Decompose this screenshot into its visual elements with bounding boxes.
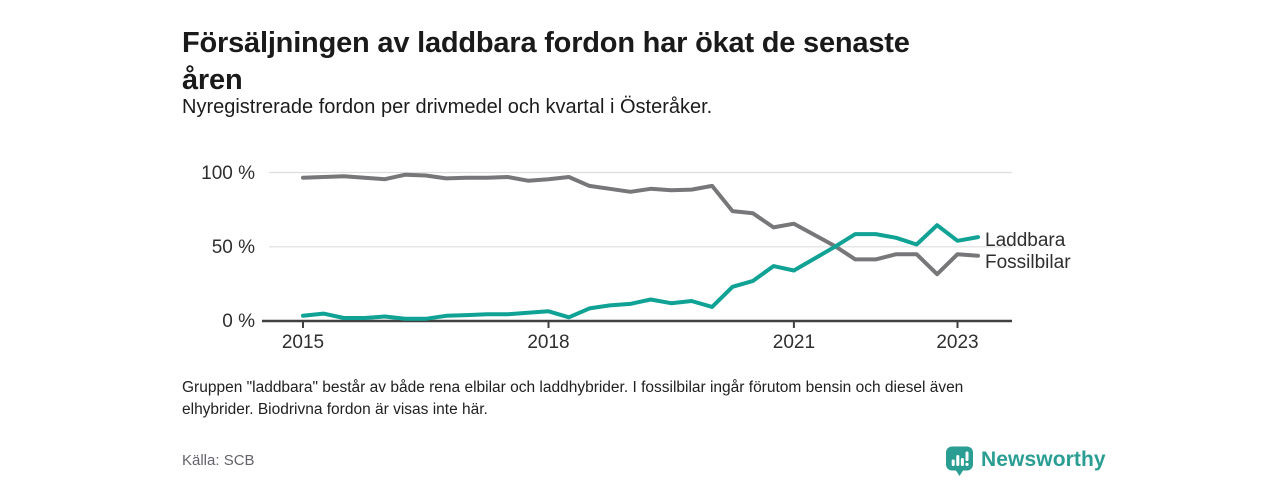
- x-axis-ticks: [302, 321, 959, 328]
- newsworthy-logo: Newsworthy: [944, 445, 1106, 478]
- y-axis-label-100: 100 %: [201, 163, 255, 184]
- newsworthy-logo-text: Newsworthy: [981, 448, 1106, 471]
- x-axis-label-2015: 2015: [282, 332, 324, 353]
- chart-subtitle: Nyregistrerade fordon per drivmedel och …: [182, 96, 713, 118]
- title-line-1: Försäljningen av laddbara fordon har öka…: [182, 27, 910, 60]
- legend-label-laddbara: Laddbara: [985, 230, 1066, 251]
- chart-footnote: Gruppen "laddbara" består av både rena e…: [182, 377, 1082, 421]
- y-axis-label-50: 50 %: [212, 237, 255, 258]
- legend-label-fossilbilar: Fossilbilar: [985, 252, 1071, 273]
- footnote-line-2: elhybrider. Biodrivna fordon är visas in…: [182, 401, 488, 418]
- x-axis-label-2021: 2021: [773, 332, 815, 353]
- footnote-line-1: Gruppen "laddbara" består av både rena e…: [182, 379, 964, 396]
- source-label: Källa: SCB: [182, 452, 255, 469]
- laddbara-line: [301, 223, 980, 321]
- newsworthy-logo-icon: [946, 446, 973, 476]
- page-title: Försäljningen av laddbara fordon har öka…: [182, 25, 1112, 99]
- title-line-2: åren: [182, 64, 243, 97]
- x-axis-label-2018: 2018: [527, 332, 569, 353]
- y-axis-label-0: 0 %: [222, 311, 255, 332]
- fossilbilar-line: [301, 172, 980, 277]
- x-axis-label-2023: 2023: [936, 332, 978, 353]
